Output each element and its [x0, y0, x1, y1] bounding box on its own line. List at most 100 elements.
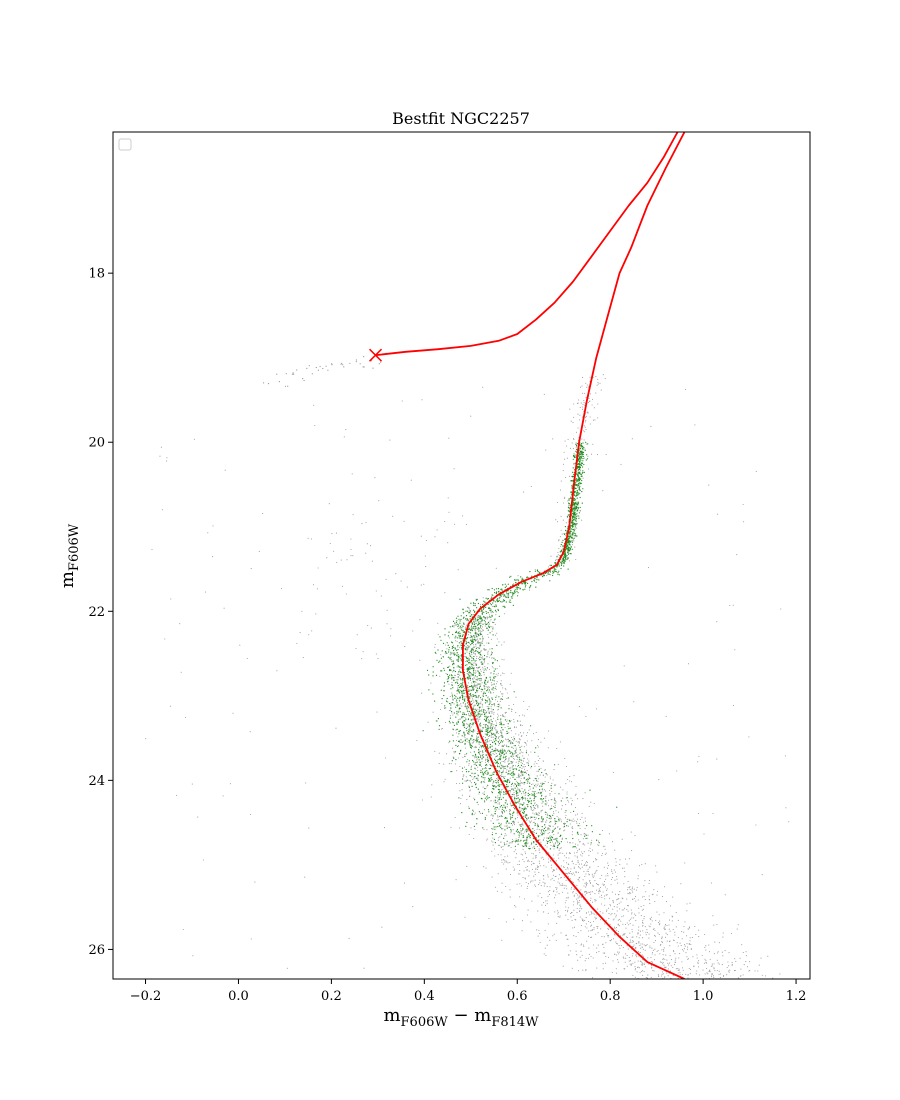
star-point	[454, 816, 456, 819]
star-point	[537, 744, 539, 747]
star-point	[500, 822, 502, 824]
star-point	[517, 814, 519, 816]
star-point	[464, 655, 466, 657]
star-point	[544, 769, 546, 772]
star-point	[600, 389, 602, 391]
star-point	[535, 783, 537, 785]
star-point	[513, 824, 516, 826]
selected-star-point	[473, 646, 475, 648]
star-point	[567, 909, 569, 911]
star-point	[161, 509, 163, 511]
star-point	[485, 758, 487, 760]
star-point	[474, 654, 476, 656]
selected-star-point	[500, 824, 502, 826]
star-point	[637, 932, 639, 934]
star-point	[687, 957, 689, 959]
selected-star-point	[530, 765, 533, 768]
star-point	[462, 637, 464, 640]
star-point	[553, 879, 555, 881]
star-point	[641, 946, 643, 948]
star-point	[507, 862, 509, 864]
star-point	[476, 638, 478, 640]
star-point	[371, 560, 373, 562]
star-point	[513, 785, 515, 787]
star-point	[654, 940, 656, 942]
star-point	[488, 686, 491, 688]
star-point	[550, 844, 552, 846]
star-point	[618, 893, 620, 896]
star-point	[550, 817, 552, 819]
star-point	[586, 940, 588, 942]
star-point	[745, 961, 747, 963]
selected-star-point	[487, 707, 489, 710]
star-point	[632, 924, 634, 926]
star-point	[632, 953, 634, 955]
star-point	[479, 623, 482, 625]
star-point	[713, 924, 715, 926]
star-point	[573, 914, 575, 916]
star-point	[534, 885, 537, 887]
star-point	[585, 419, 587, 421]
star-point	[667, 975, 669, 977]
star-point	[677, 945, 679, 947]
star-point	[471, 637, 473, 639]
star-point	[501, 685, 503, 687]
star-point	[597, 403, 599, 405]
star-point	[491, 876, 493, 878]
selected-star-point	[442, 656, 444, 658]
star-point	[623, 957, 625, 959]
selected-star-point	[512, 742, 514, 745]
star-point	[605, 942, 607, 944]
selected-star-point	[573, 535, 575, 537]
selected-star-point	[483, 745, 485, 748]
star-point	[588, 947, 590, 949]
star-point	[547, 781, 549, 783]
selected-star-point	[475, 692, 477, 694]
selected-star-point	[492, 628, 494, 630]
star-point	[510, 785, 512, 788]
star-point	[668, 919, 671, 921]
star-point	[478, 642, 480, 644]
star-point	[523, 746, 526, 748]
star-point	[503, 842, 505, 844]
star-point	[627, 892, 629, 894]
selected-star-point	[571, 548, 573, 550]
star-point	[591, 839, 593, 841]
star-point	[596, 454, 599, 456]
star-point	[454, 523, 456, 525]
star-point	[471, 723, 473, 725]
star-point	[477, 657, 479, 660]
star-point	[608, 907, 610, 909]
selected-star-point	[512, 753, 514, 755]
star-point	[630, 909, 632, 911]
star-point	[722, 932, 724, 934]
star-point	[558, 857, 560, 859]
star-point	[645, 934, 647, 936]
selected-star-point	[486, 730, 488, 733]
star-point	[453, 625, 455, 627]
selected-star-point	[527, 830, 529, 832]
star-point	[513, 745, 515, 747]
star-point	[458, 631, 461, 633]
star-point	[482, 597, 484, 599]
star-point	[663, 886, 666, 888]
star-point	[401, 400, 403, 402]
star-point	[509, 861, 511, 864]
star-point	[581, 385, 583, 387]
star-point	[695, 933, 697, 936]
star-point	[513, 703, 515, 705]
star-point	[663, 976, 666, 978]
star-point	[427, 721, 429, 723]
star-point	[668, 941, 671, 943]
star-point	[614, 871, 616, 873]
star-point	[506, 720, 508, 723]
selected-star-point	[462, 713, 464, 716]
star-point	[560, 480, 562, 482]
selected-star-point	[467, 706, 469, 708]
star-point	[501, 672, 504, 674]
star-point	[581, 408, 584, 410]
star-point	[477, 669, 479, 671]
star-point	[542, 790, 544, 792]
star-point	[631, 886, 633, 888]
selected-star-point	[480, 710, 482, 712]
